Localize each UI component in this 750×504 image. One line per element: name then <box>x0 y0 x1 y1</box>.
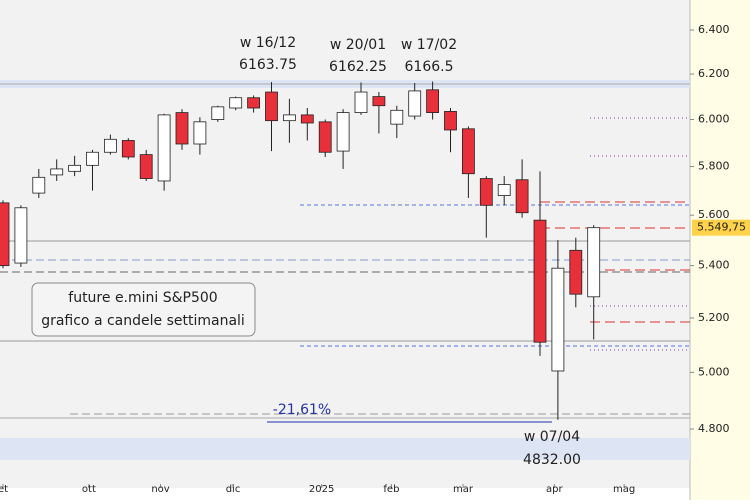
legend-text: grafico a candele settimanali <box>41 313 245 329</box>
candle-body <box>50 168 64 176</box>
candle-body <box>390 109 404 125</box>
candle-body <box>86 151 99 166</box>
candle-body <box>497 184 511 196</box>
annotation: w 07/04 <box>524 429 580 445</box>
candle-body <box>139 154 153 179</box>
candle-body <box>32 176 46 194</box>
price-label: 5.549,75 <box>697 221 746 234</box>
x-tick-label: et <box>0 484 8 495</box>
band <box>0 438 690 460</box>
candle-body <box>372 96 386 107</box>
candle-body <box>515 179 529 214</box>
y-tick-label: 5.400 <box>698 259 730 272</box>
price-tag <box>692 219 750 236</box>
candle-body <box>479 178 493 206</box>
drawdown-label: -21,61% <box>273 402 331 418</box>
candle-body <box>354 91 368 113</box>
y-tick-label: 5.000 <box>698 365 730 378</box>
x-tick-label: mar <box>453 484 474 495</box>
annotation: w 16/12 <box>240 35 296 51</box>
y-tick-label: 4.800 <box>698 422 730 435</box>
y-tick-label: 6.200 <box>698 67 730 80</box>
candle-body <box>408 90 422 117</box>
candle-body <box>14 207 28 264</box>
candle-body <box>104 138 117 153</box>
x-tick-label: dic <box>226 484 241 495</box>
axis-bg <box>690 0 750 500</box>
y-tick-label: 6.400 <box>698 23 730 36</box>
annotation: 6162.25 <box>329 59 387 75</box>
annotation: 6163.75 <box>239 57 297 73</box>
candle-body <box>282 114 296 122</box>
x-tick-label: ott <box>82 484 96 495</box>
candle-body <box>569 249 583 295</box>
x-tick-label: nov <box>151 484 169 495</box>
candle-body <box>461 128 475 175</box>
annotation: 6166.5 <box>405 59 454 75</box>
annotation: 4832.00 <box>523 452 581 468</box>
annotation: w 17/02 <box>401 37 457 53</box>
x-tick-label: apr <box>546 484 563 495</box>
candle-body <box>533 219 547 343</box>
candle-body <box>157 114 171 182</box>
candle-body <box>193 121 207 145</box>
candle-body <box>175 112 189 145</box>
candle-body <box>121 140 135 158</box>
candle-body <box>265 91 278 122</box>
candle-body <box>336 112 350 152</box>
y-tick-label: 5.800 <box>698 160 730 173</box>
candle-body <box>300 114 314 124</box>
y-tick-label: 5.200 <box>698 311 730 324</box>
candle-body <box>229 97 243 109</box>
candle-body <box>587 227 601 298</box>
x-tick-label: 2025 <box>309 484 334 495</box>
candle-body <box>0 202 10 267</box>
candle-body <box>68 164 81 172</box>
x-tick-label: mag <box>613 484 635 495</box>
y-tick-label: 5.600 <box>698 208 730 221</box>
annotation: w 20/01 <box>330 37 386 53</box>
candle-body <box>247 97 261 109</box>
legend-text: future e.mini S&P500 <box>68 290 217 306</box>
y-tick-label: 6.000 <box>698 113 730 126</box>
x-axis-bg <box>0 488 690 500</box>
candle-body <box>211 106 225 120</box>
candle-body <box>444 111 457 131</box>
candle-body <box>426 89 440 113</box>
x-tick-label: feb <box>383 484 399 495</box>
candle-body <box>551 267 565 372</box>
candle-body <box>318 121 332 153</box>
legend-box <box>31 282 256 337</box>
